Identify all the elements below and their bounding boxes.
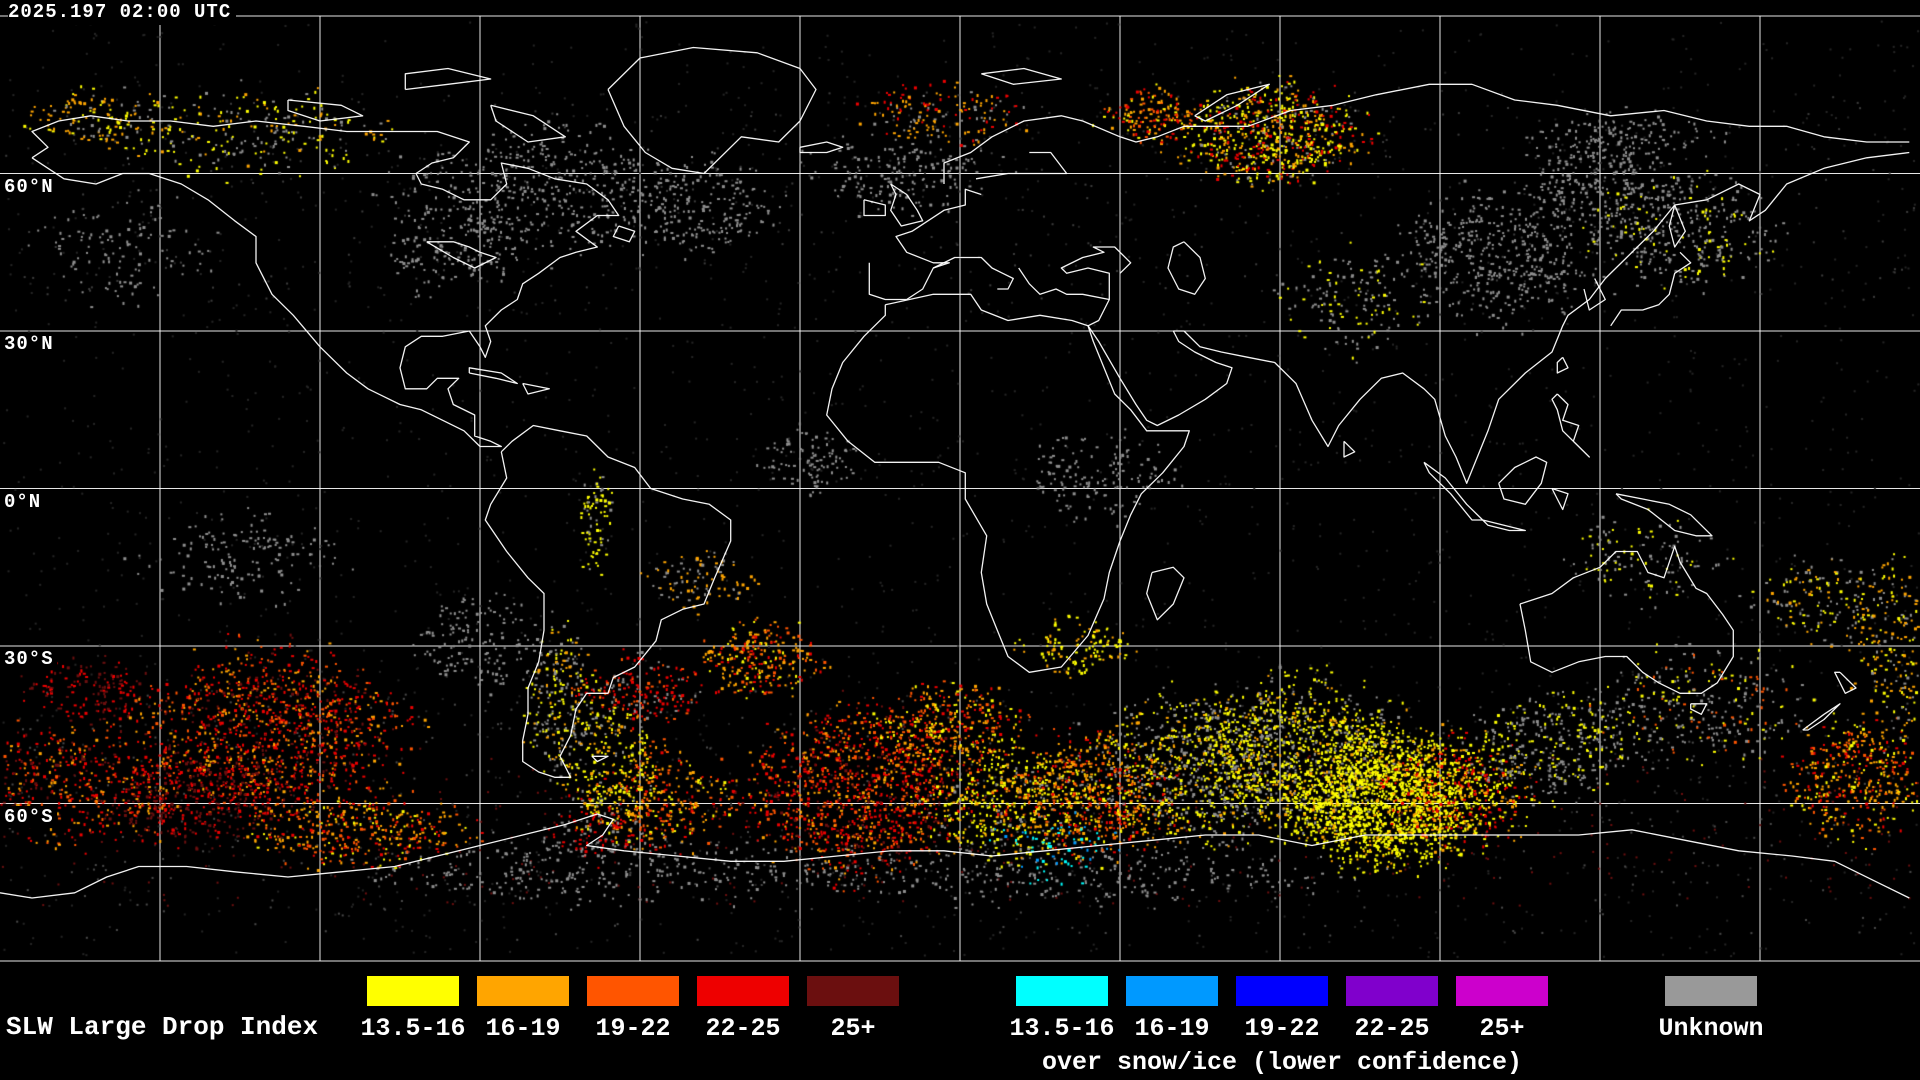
coastlines-layer bbox=[0, 46, 1910, 899]
liquid-swatch-2 bbox=[587, 976, 679, 1006]
snow-label-4: 25+ bbox=[1479, 1014, 1525, 1043]
snow-swatch-0 bbox=[1016, 976, 1108, 1006]
snow-label-0: 13.5-16 bbox=[1009, 1014, 1115, 1043]
liquid-label-3: 22-25 bbox=[705, 1014, 781, 1043]
liquid-bin-2: 19-22 bbox=[587, 976, 679, 1043]
snow-label-2: 19-22 bbox=[1244, 1014, 1320, 1043]
snow-ice-caption: over snow/ice (lower confidence) bbox=[1041, 1048, 1523, 1077]
liquid-bin-0: 13.5-16 bbox=[360, 976, 466, 1043]
liquid-label-0: 13.5-16 bbox=[360, 1014, 466, 1043]
snow-swatch-1 bbox=[1126, 976, 1218, 1006]
snow-swatch-3 bbox=[1346, 976, 1438, 1006]
lat-label-30n: 30°N bbox=[4, 333, 57, 355]
snow-bin-0: 13.5-16 bbox=[1009, 976, 1115, 1043]
liquid-swatch-4 bbox=[807, 976, 899, 1006]
lat-label-60s: 60°S bbox=[4, 806, 57, 828]
timestamp: 2025.197 02:00 UTC bbox=[8, 1, 237, 25]
snow-bin-3: 22-25 bbox=[1346, 976, 1438, 1043]
snow-bin-4: 25+ bbox=[1456, 976, 1548, 1043]
liquid-bin-1: 16-19 bbox=[477, 976, 569, 1043]
legend-group-liquid: 13.5-16 16-19 19-22 22-25 25+ bbox=[360, 976, 899, 1043]
unknown-label: Unknown bbox=[1658, 1014, 1764, 1043]
snow-label-1: 16-19 bbox=[1134, 1014, 1210, 1043]
liquid-bin-4: 25+ bbox=[807, 976, 899, 1043]
liquid-bin-3: 22-25 bbox=[697, 976, 789, 1043]
snow-label-3: 22-25 bbox=[1354, 1014, 1430, 1043]
snow-swatch-2 bbox=[1236, 976, 1328, 1006]
lat-label-30s: 30°S bbox=[4, 648, 57, 670]
liquid-label-2: 19-22 bbox=[595, 1014, 671, 1043]
snow-bin-1: 16-19 bbox=[1126, 976, 1218, 1043]
legend-group-snow-ice: 13.5-16 16-19 19-22 22-25 25+ bbox=[1009, 976, 1548, 1043]
legend-unknown: Unknown bbox=[1658, 976, 1764, 1043]
snow-bin-2: 19-22 bbox=[1236, 976, 1328, 1043]
liquid-label-1: 16-19 bbox=[485, 1014, 561, 1043]
lat-label-60n: 60°N bbox=[4, 176, 57, 198]
liquid-swatch-1 bbox=[477, 976, 569, 1006]
liquid-swatch-3 bbox=[697, 976, 789, 1006]
snow-swatch-4 bbox=[1456, 976, 1548, 1006]
liquid-label-4: 25+ bbox=[830, 1014, 876, 1043]
slw-data-layer bbox=[0, 0, 1920, 961]
unknown-swatch bbox=[1665, 976, 1757, 1006]
lat-label-0n: 0°N bbox=[4, 491, 45, 513]
liquid-swatch-0 bbox=[367, 976, 459, 1006]
legend-title: SLW Large Drop Index bbox=[6, 1012, 319, 1042]
